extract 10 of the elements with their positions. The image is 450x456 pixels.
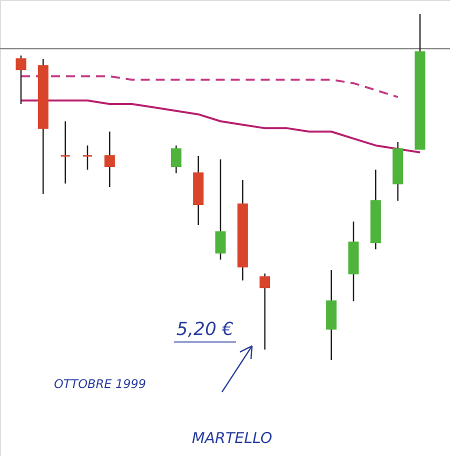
candlestick <box>60 120 71 184</box>
candlestick <box>170 144 182 174</box>
candlestick <box>16 54 26 105</box>
candlestick <box>82 144 93 170</box>
text: OTTOBRE 1999 <box>54 377 146 391</box>
candlestick <box>215 158 226 260</box>
annotation: 5,20 € <box>176 319 234 340</box>
candlestick <box>260 272 270 350</box>
candlestick <box>104 130 115 188</box>
text: MARTELLO <box>192 429 272 447</box>
